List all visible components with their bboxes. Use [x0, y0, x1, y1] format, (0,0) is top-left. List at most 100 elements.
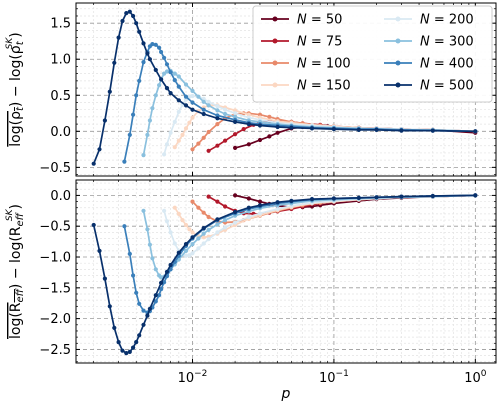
- data-point: [257, 137, 263, 143]
- data-point: [153, 267, 158, 272]
- y-tick-label: −2.5: [39, 343, 71, 358]
- data-point: [183, 103, 189, 108]
- legend-item: N = 400: [384, 57, 474, 72]
- data-point: [162, 55, 167, 60]
- data-point: [473, 193, 478, 198]
- legend-label: N = 400: [420, 57, 474, 72]
- data-point: [356, 195, 361, 200]
- data-point: [215, 217, 220, 222]
- data-point: [141, 322, 146, 327]
- data-point: [289, 198, 294, 203]
- legend-swatch-marker: [272, 82, 278, 88]
- data-point: [331, 196, 336, 201]
- data-point: [246, 115, 251, 120]
- data-point: [141, 60, 146, 65]
- data-point: [399, 194, 404, 199]
- data-point: [201, 111, 206, 117]
- data-point: [127, 9, 132, 14]
- data-point: [120, 348, 125, 353]
- data-point: [153, 67, 158, 73]
- data-point: [233, 220, 238, 225]
- y-tick-label: 1.5: [50, 17, 71, 32]
- data-point: [168, 70, 173, 75]
- data-point: [172, 71, 177, 76]
- bottom-panel-frame: [75, 179, 497, 364]
- data-point: [147, 306, 152, 311]
- data-point: [120, 18, 125, 24]
- data-point: [172, 78, 177, 83]
- top-panel-frame: [75, 2, 497, 177]
- axes-frame-layer: −0.5 0.0 0.5 1.0 1.5 log(ρt) − log(ρtSK) −2.5 −…: [5, 2, 497, 386]
- data-point: [206, 129, 211, 135]
- data-point: [223, 225, 228, 230]
- data-point: [141, 153, 146, 158]
- data-point: [257, 211, 263, 216]
- data-point: [215, 222, 220, 227]
- data-point: [153, 42, 158, 47]
- data-point: [172, 145, 177, 150]
- data-point: [127, 251, 132, 256]
- data-point: [183, 82, 189, 87]
- data-point: [97, 147, 102, 152]
- data-point: [275, 124, 280, 130]
- data-point: [131, 273, 136, 278]
- legend-item: N = 300: [384, 35, 474, 50]
- data-point: [131, 13, 136, 19]
- data-point: [196, 141, 201, 146]
- legend-box: [252, 5, 493, 103]
- data-point: [145, 51, 150, 56]
- data-point: [206, 103, 211, 108]
- data-point: [159, 280, 164, 285]
- data-point: [223, 107, 228, 112]
- legend-item: N = 200: [384, 13, 474, 28]
- data-point: [206, 227, 211, 232]
- data-point: [127, 132, 132, 137]
- data-point: [131, 112, 136, 117]
- data-point: [107, 304, 112, 309]
- data-point: [233, 145, 238, 150]
- data-point: [107, 89, 112, 94]
- data-point: [187, 227, 192, 232]
- data-point: [131, 345, 136, 350]
- data-point: [246, 214, 251, 220]
- data-point: [176, 84, 181, 89]
- legend-label: N = 75: [297, 35, 342, 50]
- x-tick-label: 10−1: [319, 369, 349, 386]
- data-point: [196, 236, 201, 241]
- data-point: [164, 62, 170, 67]
- data-point: [137, 29, 142, 34]
- data-point: [145, 227, 150, 232]
- data-point: [430, 193, 435, 199]
- data-point: [196, 246, 201, 251]
- data-point: [246, 112, 251, 117]
- top-panel-series: [91, 9, 478, 166]
- legend-item: N = 75: [261, 35, 342, 50]
- data-point: [141, 308, 146, 313]
- data-point: [176, 138, 181, 143]
- data-point: [150, 106, 155, 111]
- data-point: [153, 93, 158, 98]
- data-point: [124, 351, 129, 356]
- data-point: [257, 112, 263, 117]
- series-line: [92, 10, 476, 165]
- data-point: [112, 325, 117, 330]
- legend-swatch-marker: [395, 38, 401, 44]
- data-point: [309, 197, 315, 202]
- data-point: [309, 126, 315, 131]
- data-point: [430, 128, 435, 133]
- data-point: [223, 111, 228, 117]
- data-point: [162, 152, 167, 157]
- data-point: [150, 42, 155, 47]
- data-point: [289, 125, 294, 130]
- data-point: [223, 204, 228, 209]
- legend-label: N = 150: [297, 79, 351, 94]
- data-point: [215, 122, 220, 127]
- data-point: [190, 115, 195, 120]
- data-point: [168, 91, 173, 96]
- x-tick-label: 10−2: [178, 369, 208, 386]
- data-point: [153, 299, 158, 304]
- legend: N = 50 N = 75 N = 100 N = 150 N = 200 N = 300…: [252, 5, 493, 103]
- data-point: [201, 226, 206, 231]
- data-point: [141, 41, 146, 46]
- data-point: [267, 134, 272, 139]
